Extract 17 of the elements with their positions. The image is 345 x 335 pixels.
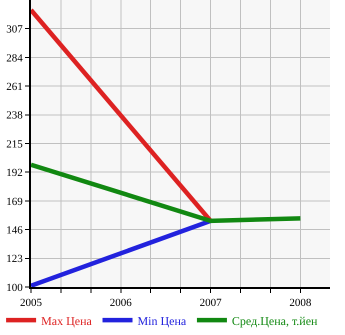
legend-label: Max Цена [41, 314, 93, 328]
y-tick-label: 146 [6, 224, 24, 236]
y-tick-label: 261 [6, 80, 23, 93]
x-tick-label: 2006 [110, 297, 132, 310]
y-tick-label: 169 [6, 196, 24, 208]
y-tick-label: 238 [6, 110, 24, 122]
y-tick-label: 307 [6, 24, 24, 36]
x-tick-label: 2005 [20, 297, 42, 310]
x-tick-label: 2007 [200, 297, 222, 310]
x-tick-label: 2008 [289, 297, 312, 310]
y-tick-label: 192 [6, 167, 23, 180]
y-tick-label: 215 [6, 138, 24, 150]
y-tick-label: 100 [6, 282, 24, 294]
legend-label: Сред.Цена, т.йен [232, 314, 318, 328]
legend-label: Min Цена [138, 314, 187, 328]
y-tick-label: 123 [6, 253, 24, 266]
y-tick-label: 284 [6, 52, 24, 64]
